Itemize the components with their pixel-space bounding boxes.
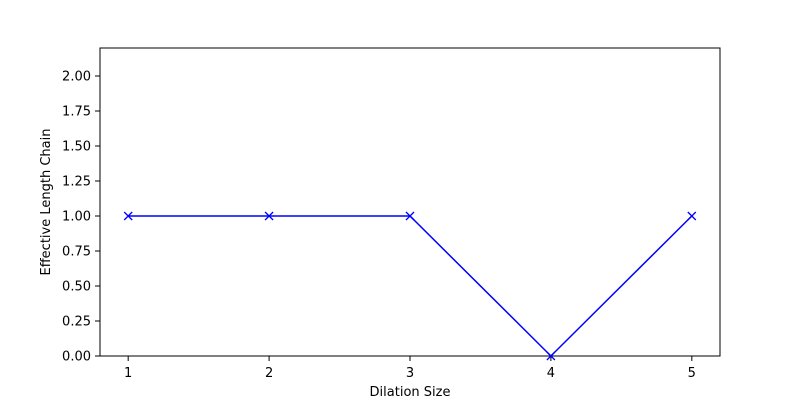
data-point-marker [405, 211, 415, 221]
plot-area-frame [99, 47, 721, 357]
x-tick-label: 1 [124, 366, 132, 381]
y-tick-label: 2.00 [62, 70, 91, 85]
series-layer [123, 211, 697, 361]
data-point-marker [546, 351, 556, 361]
y-tick-label: 1.75 [62, 105, 91, 120]
x-axis-label: Dilation Size [370, 385, 451, 400]
y-tick-label: 0.50 [62, 280, 91, 295]
y-tick-label: 1.50 [62, 140, 91, 155]
y-axis-label: Effective Length Chain [39, 129, 54, 276]
data-point-marker [264, 211, 274, 221]
y-axis-ticks: 0.00 0.25 0.50 0.75 1.00 1.25 1.50 1.75 2.00 [62, 70, 100, 365]
y-tick-label: 1.25 [62, 175, 91, 190]
y-tick-label: 1.00 [62, 210, 91, 225]
x-tick-label: 5 [688, 366, 696, 381]
x-tick-label: 3 [406, 366, 414, 381]
data-point-marker [687, 211, 697, 221]
y-tick-label: 0.75 [62, 245, 91, 260]
x-axis-ticks: 1 2 3 4 5 [124, 356, 696, 381]
data-point-marker [123, 211, 133, 221]
y-tick-label: 0.00 [62, 350, 91, 365]
x-tick-label: 4 [547, 366, 555, 381]
x-tick-label: 2 [265, 366, 273, 381]
y-tick-label: 0.25 [62, 315, 91, 330]
